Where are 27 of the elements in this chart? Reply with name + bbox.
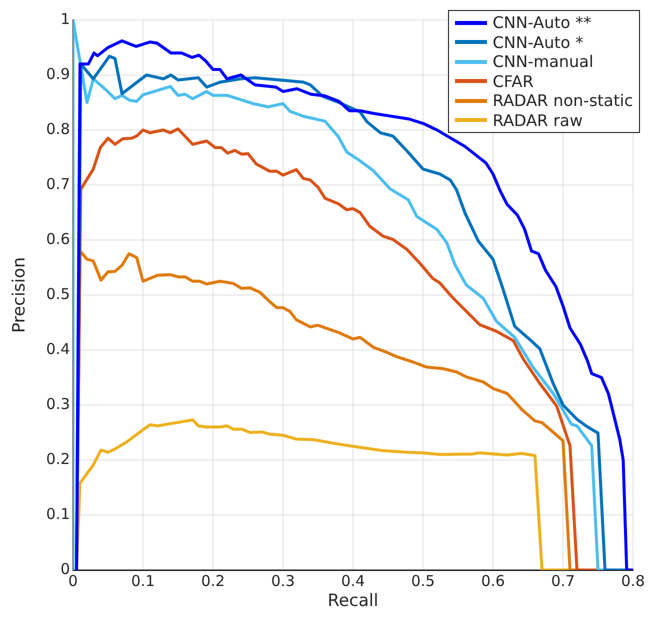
y-tick-label: 0 <box>60 560 70 578</box>
y-tick-label: 0.7 <box>46 174 70 193</box>
y-tick-label: 0.2 <box>46 450 70 468</box>
legend-label: CNN-Auto * <box>492 32 584 52</box>
y-tick-label: 0.5 <box>46 284 70 303</box>
x-tick-label: 0.5 <box>411 572 435 590</box>
legend-label: CNN-Auto ** <box>492 13 592 32</box>
y-tick-label: 1 <box>60 10 70 28</box>
x-tick-label: 0.3 <box>271 572 295 590</box>
x-tick-label: 0.4 <box>341 572 365 590</box>
y-tick-label: 0.4 <box>46 340 70 358</box>
y-tick-label: 0.9 <box>46 64 70 83</box>
legend-label: CNN-manual <box>492 52 594 72</box>
y-tick-label: 0.1 <box>46 504 70 523</box>
x-tick-label: 0.2 <box>201 572 225 590</box>
legend-label: RADAR non-static <box>492 91 633 110</box>
x-axis-title: Recall <box>328 591 378 612</box>
y-axis-title: Precision <box>10 257 30 333</box>
x-tick-label: 0.6 <box>481 572 505 590</box>
x-tick-label: 0.1 <box>131 572 155 590</box>
y-tick-label: 0.6 <box>46 230 70 248</box>
legend-label: CFAR <box>492 72 534 91</box>
x-tick-label: 0.7 <box>551 572 575 590</box>
y-tick-label: 0.3 <box>46 394 70 413</box>
legend-label: RADAR raw <box>492 110 583 130</box>
y-tick-label: 0.8 <box>46 120 70 138</box>
x-tick-label: 0.8 <box>621 572 645 590</box>
